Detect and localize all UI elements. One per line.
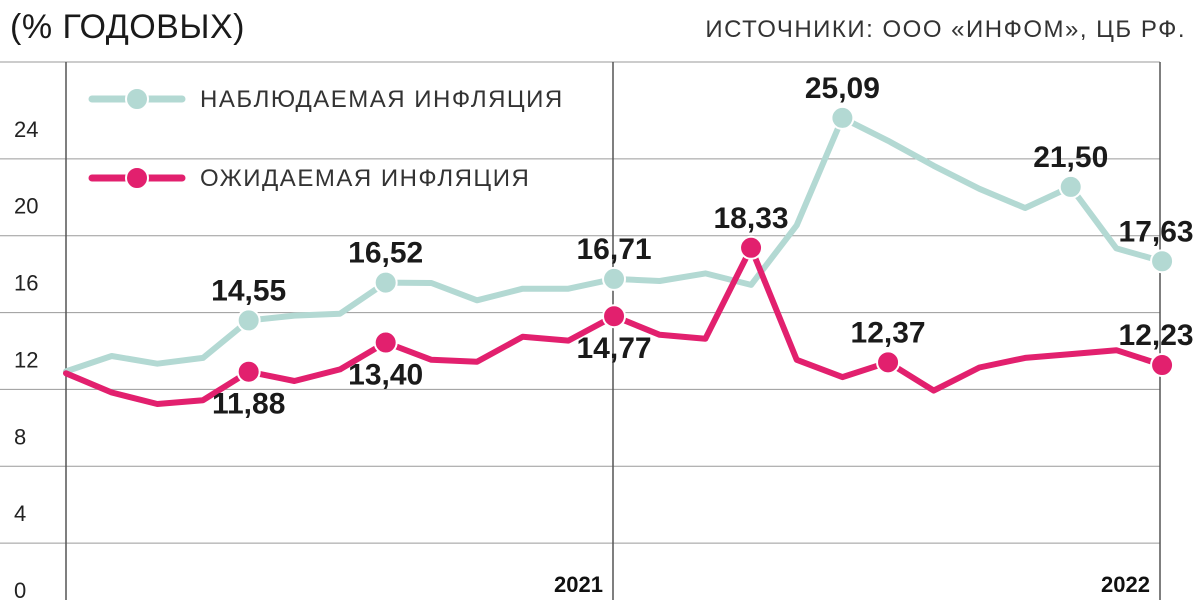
y-tick-label: 16 xyxy=(14,271,38,296)
legend: НАБЛЮДАЕМАЯ ИНФЛЯЦИЯ ОЖИДАЕМАЯ ИНФЛЯЦИЯ xyxy=(88,86,564,192)
legend-swatch-marker xyxy=(125,166,149,190)
chart-unit-label: (% ГОДОВЫХ) xyxy=(10,8,245,46)
series-marker-observed xyxy=(373,270,398,295)
series-marker-expected xyxy=(876,350,901,375)
series-marker-expected xyxy=(236,359,261,384)
source-note: ИСТОЧНИКИ: ООО «ИНФОМ», ЦБ РФ. xyxy=(705,16,1186,43)
y-tick-label: 24 xyxy=(14,117,38,142)
y-tick-label: 8 xyxy=(14,424,26,449)
data-label-expected: 12,23 xyxy=(1119,319,1194,352)
y-tick-label: 12 xyxy=(14,347,38,372)
series-marker-observed xyxy=(830,105,855,130)
data-label-expected: 18,33 xyxy=(714,202,789,235)
legend-label: НАБЛЮДАЕМАЯ ИНФЛЯЦИЯ xyxy=(200,86,564,113)
x-tick-label: 2022 xyxy=(1101,572,1150,597)
series-marker-observed xyxy=(236,308,261,333)
x-tick-label: 2021 xyxy=(554,572,603,597)
y-tick-label: 4 xyxy=(14,501,26,526)
data-label-observed: 25,09 xyxy=(805,72,880,105)
y-tick-label: 20 xyxy=(14,194,38,219)
series-marker-expected xyxy=(739,235,764,260)
grid xyxy=(0,61,1160,544)
data-label-expected: 14,77 xyxy=(577,332,652,365)
series-marker-observed xyxy=(1058,174,1083,199)
series-marker-expected xyxy=(1150,353,1175,378)
series-marker-expected xyxy=(602,304,627,329)
data-label-expected: 11,88 xyxy=(212,388,285,421)
legend-swatch-marker xyxy=(125,87,149,111)
y-tick-label: 0 xyxy=(14,578,26,600)
series xyxy=(63,105,1175,407)
data-label-observed: 14,55 xyxy=(211,274,286,307)
data-label-observed: 16,52 xyxy=(348,237,423,270)
data-label-expected: 13,40 xyxy=(348,359,423,392)
legend-label: ОЖИДАЕМАЯ ИНФЛЯЦИЯ xyxy=(200,165,530,192)
data-labels: 14,55 16,52 16,71 25,09 21,50 17,63 11,88 13,40… xyxy=(211,72,1193,421)
data-label-expected: 12,37 xyxy=(851,316,926,349)
series-marker-observed xyxy=(1150,249,1175,274)
series-marker-observed xyxy=(602,266,627,291)
data-label-observed: 17,63 xyxy=(1119,215,1194,248)
data-label-observed: 16,71 xyxy=(577,233,652,266)
data-label-observed: 21,50 xyxy=(1033,141,1108,174)
axes: 0 4 8 12 16 20 24 2021 2022 xyxy=(14,62,1161,600)
series-marker-expected xyxy=(373,330,398,355)
